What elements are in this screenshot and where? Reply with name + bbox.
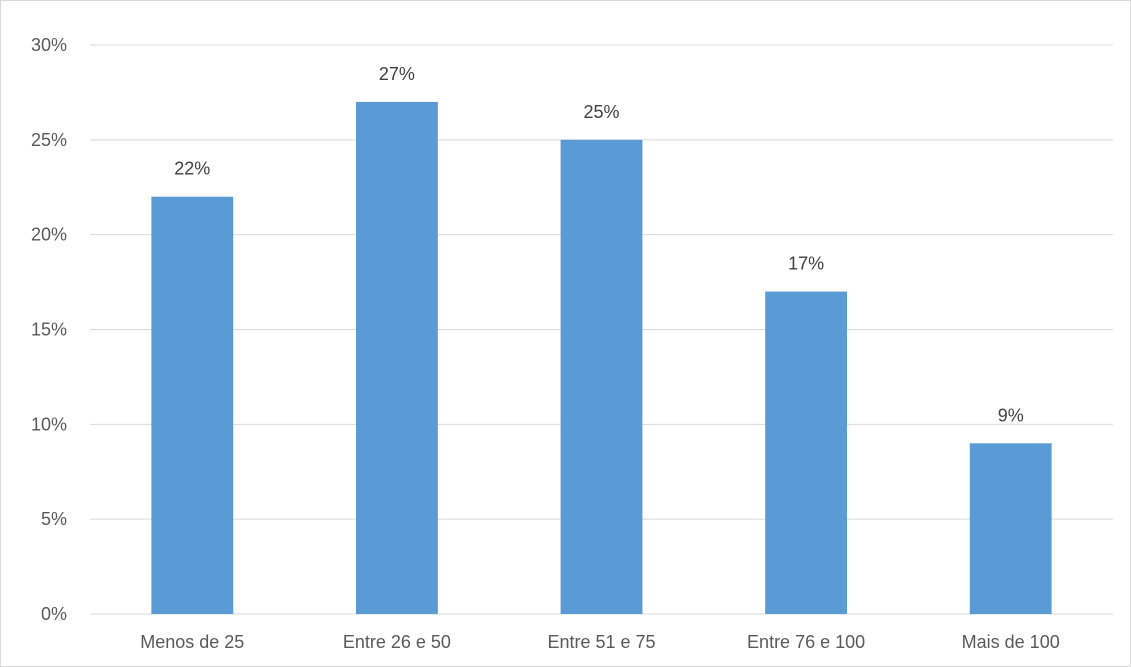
x-tick-label: Entre 51 e 75 — [547, 632, 655, 652]
x-tick-label: Menos de 25 — [140, 632, 244, 652]
bar — [355, 101, 438, 614]
data-labels: 22% 27% 25% 17% 9% — [174, 64, 1023, 425]
y-tick-label: 20% — [31, 225, 67, 245]
y-axis-tick-labels: 0% 5% 10% 15% 20% 25% 30% — [31, 35, 67, 624]
x-tick-label: Entre 76 e 100 — [747, 632, 865, 652]
bar — [969, 443, 1052, 614]
y-tick-label: 5% — [41, 509, 67, 529]
y-tick-label: 25% — [31, 130, 67, 150]
y-tick-label: 0% — [41, 604, 67, 624]
bar — [560, 139, 643, 615]
y-tick-label: 10% — [31, 414, 67, 434]
x-axis-tick-labels: Menos de 25 Entre 26 e 50 Entre 51 e 75 Ent… — [140, 632, 1059, 652]
bar — [765, 291, 848, 614]
data-label: 22% — [174, 159, 210, 179]
data-label: 25% — [583, 102, 619, 122]
data-label: 27% — [379, 64, 415, 84]
data-label: 17% — [788, 254, 824, 274]
y-tick-label: 15% — [31, 320, 67, 340]
x-tick-label: Mais de 100 — [962, 632, 1060, 652]
bar — [151, 196, 234, 614]
y-tick-label: 30% — [31, 35, 67, 55]
x-tick-label: Entre 26 e 50 — [343, 632, 451, 652]
data-label: 9% — [998, 405, 1024, 425]
bars — [151, 101, 1052, 615]
